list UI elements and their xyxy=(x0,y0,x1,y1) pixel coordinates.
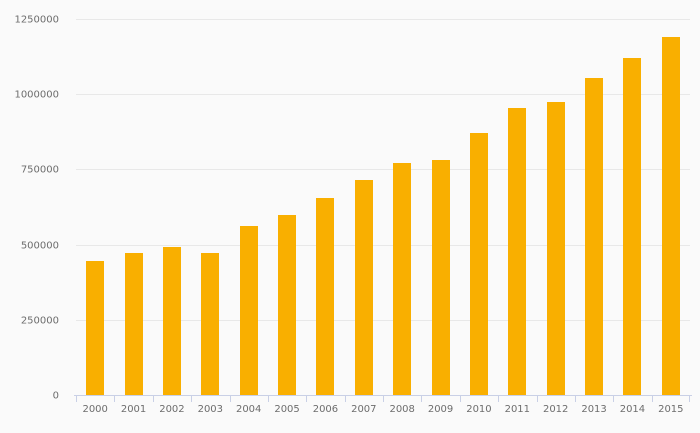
x-axis-tick xyxy=(306,396,307,402)
y-axis-label-1250000: 1250000 xyxy=(14,14,59,26)
y-axis-label-250000: 250000 xyxy=(20,315,59,327)
x-axis-label-2008: 2008 xyxy=(389,404,415,415)
x-axis-tick xyxy=(421,396,422,402)
x-axis-label-2012: 2012 xyxy=(542,404,569,415)
bar-2006[interactable] xyxy=(316,198,335,396)
gridline-250000 xyxy=(76,319,690,321)
x-axis-tick xyxy=(383,396,384,402)
x-axis-tick xyxy=(689,396,690,402)
gridline-1000000 xyxy=(76,94,690,96)
x-axis-tick xyxy=(652,396,653,402)
bar-2011[interactable] xyxy=(508,107,527,396)
x-axis xyxy=(74,395,692,403)
x-axis-label-2004: 2004 xyxy=(235,404,262,415)
y-axis-label-500000: 500000 xyxy=(20,240,59,252)
x-axis-tick xyxy=(268,396,269,402)
bar-2005[interactable] xyxy=(278,214,297,396)
x-axis-label-2001: 2001 xyxy=(120,404,147,415)
x-axis-label-2010: 2010 xyxy=(466,404,492,415)
x-axis-tick xyxy=(460,396,461,402)
x-axis-label-2000: 2000 xyxy=(82,404,108,415)
bar-2012[interactable] xyxy=(546,101,565,396)
x-axis-label-2003: 2003 xyxy=(197,404,224,415)
x-axis-tick xyxy=(230,396,231,402)
bar-2007[interactable] xyxy=(354,179,373,396)
bar-2010[interactable] xyxy=(469,132,488,396)
x-axis-tick xyxy=(114,396,115,402)
x-axis-label-2014: 2014 xyxy=(619,404,646,415)
bar-2004[interactable] xyxy=(239,225,258,396)
bar-2000[interactable] xyxy=(86,260,105,396)
gridline-750000 xyxy=(76,169,690,171)
plot-area xyxy=(76,19,690,396)
x-axis-line xyxy=(74,395,692,396)
bar-2002[interactable] xyxy=(162,247,181,396)
y-axis-label-1000000: 1000000 xyxy=(14,89,59,101)
x-axis-tick xyxy=(537,396,538,402)
bar-2003[interactable] xyxy=(201,252,220,396)
x-axis-label-2009: 2009 xyxy=(427,404,454,415)
bar-2013[interactable] xyxy=(585,77,604,396)
bar-2001[interactable] xyxy=(124,253,143,396)
bar-2008[interactable] xyxy=(393,162,412,396)
x-axis-label-2015: 2015 xyxy=(658,404,684,415)
x-axis-label-2013: 2013 xyxy=(581,404,607,415)
x-axis-label-2011: 2011 xyxy=(504,404,531,415)
x-axis-label-2005: 2005 xyxy=(274,404,300,415)
x-axis-tick xyxy=(191,396,192,402)
bar-2014[interactable] xyxy=(623,57,642,396)
x-axis-label-2006: 2006 xyxy=(312,404,339,415)
y-axis-label-750000: 750000 xyxy=(20,164,59,176)
x-axis-label-2007: 2007 xyxy=(351,404,377,415)
x-axis-tick xyxy=(498,396,499,402)
x-axis-tick xyxy=(345,396,346,402)
x-axis-tick xyxy=(613,396,614,402)
bar-2009[interactable] xyxy=(431,159,450,396)
x-axis-tick xyxy=(153,396,154,402)
bar-2015[interactable] xyxy=(661,36,680,396)
gridline-1250000 xyxy=(76,19,690,20)
y-axis-label-0: 0 xyxy=(52,390,59,402)
gridline-500000 xyxy=(76,244,690,246)
x-axis-tick xyxy=(76,396,77,402)
x-axis-tick xyxy=(575,396,576,402)
x-axis-label-2002: 2002 xyxy=(159,404,185,415)
y-axis: 0 250000 500000 750000 1000000 1250000 xyxy=(0,0,59,433)
